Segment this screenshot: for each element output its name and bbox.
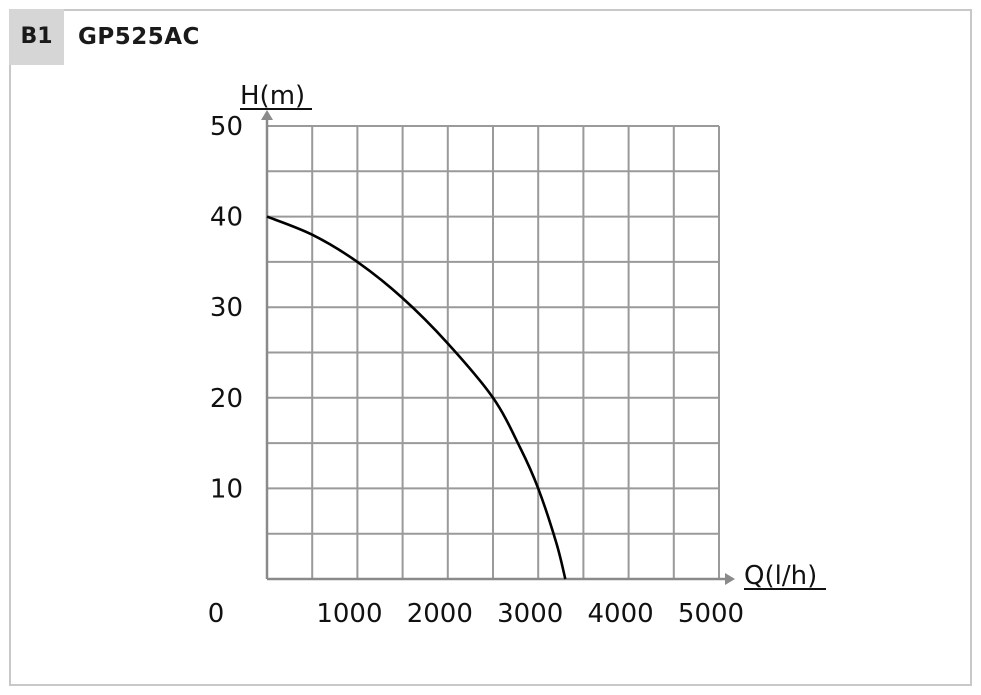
axes	[261, 110, 735, 585]
x-axis-arrow-icon	[725, 573, 735, 585]
y-axis-arrow-icon	[261, 110, 273, 120]
x-axis-label: Q(l/h)	[744, 561, 817, 591]
section-badge: B1	[9, 9, 64, 65]
grid-lines	[267, 125, 720, 579]
chart-frame	[9, 9, 972, 686]
x-tick-label: 2000	[407, 599, 473, 629]
x-tick-label: 5000	[678, 599, 744, 629]
x-tick-label: 4000	[588, 599, 654, 629]
y-tick-label: 50	[210, 112, 243, 142]
model-title: GP525AC	[78, 24, 200, 50]
pump-curve-line	[266, 215, 567, 580]
y-tick-label: 20	[210, 384, 243, 414]
axis-labels: H(m) Q(l/h)	[240, 81, 826, 591]
tick-labels: 10 20 30 40 50 1000 2000 3000 4000 5000 0	[208, 112, 744, 629]
curve-group	[266, 215, 567, 580]
origin-label: 0	[208, 599, 225, 629]
y-tick-label: 30	[210, 293, 243, 323]
y-tick-label: 40	[210, 203, 243, 233]
y-axis-label: H(m)	[240, 81, 305, 111]
y-tick-label: 10	[210, 474, 243, 504]
x-tick-label: 3000	[497, 599, 563, 629]
x-tick-label: 1000	[316, 599, 382, 629]
